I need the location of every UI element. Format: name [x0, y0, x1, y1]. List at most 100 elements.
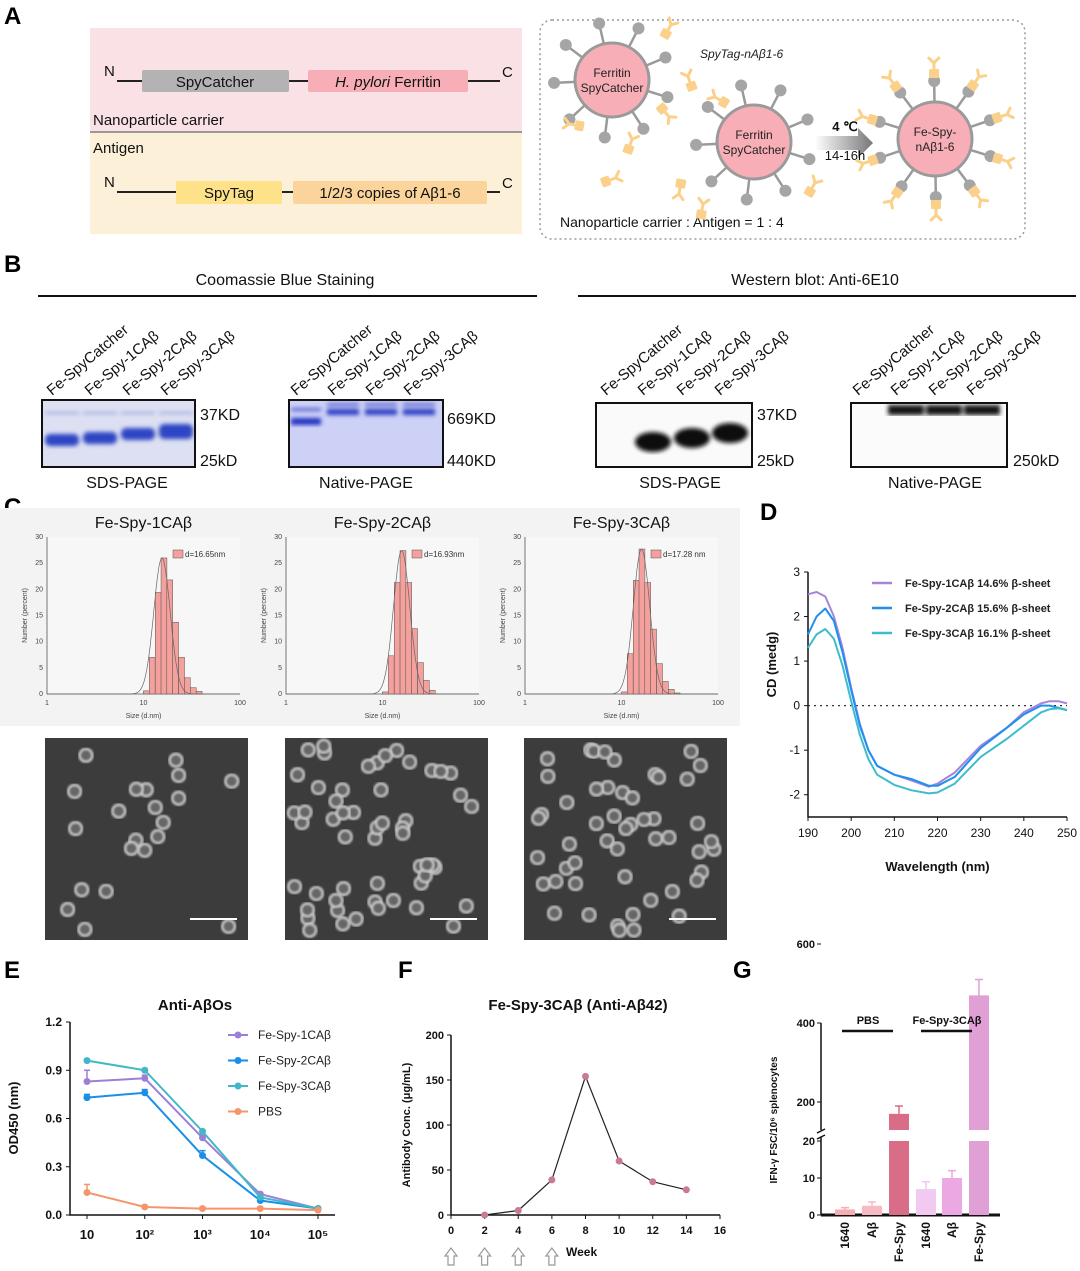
histogram-bar: [399, 550, 407, 695]
legend-marker: [234, 1082, 242, 1090]
antigen-molecule-icon: [855, 154, 879, 172]
antigen-molecule-icon: [695, 196, 711, 220]
nanoparticle-image: [618, 820, 634, 837]
data-point: [83, 1094, 91, 1102]
protein-band: [291, 418, 321, 425]
nanoparticle-image: [123, 840, 139, 856]
nanoparticle-image: [300, 742, 316, 758]
histogram-bar: [178, 657, 185, 695]
nanoparticle-image: [297, 804, 313, 820]
nanoparticle-image: [650, 769, 667, 785]
error-bar: [975, 978, 983, 996]
particle-label: Ferritin: [735, 128, 772, 142]
error-bar: [948, 1169, 956, 1178]
nanoparticle-image: [171, 767, 187, 783]
nanoparticle-image: [559, 794, 575, 811]
y-tick-label: 150: [426, 1075, 444, 1087]
nanoparticle-image: [606, 808, 622, 824]
abeta-label: 1/2/3 copies of Aβ1-6: [319, 185, 460, 202]
y-tick-label: 3: [793, 565, 800, 579]
nanoparticle-image: [67, 821, 84, 837]
nanoparticle-image: [360, 758, 377, 774]
spytag-box: [176, 181, 282, 204]
ferritin-core: [715, 103, 793, 181]
nanoparticle-image: [335, 880, 352, 897]
gel-frame: [41, 399, 196, 468]
antigen-molecule-icon: [803, 174, 824, 198]
immunization-arrow-icon: [511, 1247, 526, 1266]
x-tick-label: 10⁵: [308, 1227, 329, 1242]
particle-label: nAβ1-6: [916, 140, 955, 154]
x-tick-label: 1: [284, 700, 288, 707]
nanoparticle-image: [588, 815, 604, 832]
y-axis-label: Antibody Conc. (μg/mL): [401, 1062, 413, 1187]
cd-series-line: [807, 607, 1068, 787]
nanoparticle-image: [643, 892, 659, 908]
immunization-arrow-icon: [477, 1247, 492, 1266]
nanoparticle-image: [316, 738, 332, 754]
histogram-bar: [195, 691, 203, 695]
spycatcher-dot: [705, 175, 718, 188]
x-tick-label: 10: [613, 1225, 625, 1237]
y-tick-label: 30: [513, 534, 521, 541]
legend-marker: [234, 1108, 242, 1115]
nanoparticle-image: [334, 782, 350, 798]
nanoparticle-image: [348, 911, 364, 927]
histogram-bar: [160, 557, 168, 695]
bar: [916, 1189, 936, 1215]
nanoparticle-image: [539, 751, 556, 767]
data-point: [649, 1178, 657, 1186]
x-tick-label: 1: [523, 700, 527, 707]
protein-band: [45, 412, 79, 414]
x-axis-label: Size (d.nm): [126, 713, 162, 720]
antigen-molecule-icon: [622, 131, 640, 155]
data-point: [256, 1205, 264, 1213]
y-tick-label: 0: [793, 699, 800, 713]
nanoparticle-image: [168, 752, 184, 768]
data-point: [199, 1205, 206, 1213]
legend-label: Fe-Spy-1CAβ 14.6% β-sheet: [905, 578, 1051, 590]
x-tick-label: 1: [45, 700, 49, 707]
nanoparticle-image: [452, 787, 469, 803]
spycatcher-dot: [637, 122, 650, 135]
x-axis-label: Week: [566, 1245, 597, 1259]
series-line: [86, 1077, 319, 1210]
data-point: [548, 1176, 556, 1184]
protein-band: [403, 409, 435, 415]
legend-marker: [234, 1057, 242, 1064]
gel-2: Fe-SpyCatcherFe-Spy-1CAβFe-Spy-2CAβFe-Sp…: [288, 321, 496, 492]
nanoparticle-image: [369, 875, 386, 892]
chart-title: Fe-Spy-3CAβ (Anti-Aβ42): [488, 997, 667, 1014]
nanoparticle-image: [617, 869, 633, 885]
data-point: [83, 1188, 91, 1196]
nanoparticle-image: [561, 836, 578, 852]
nanoparticle-image: [77, 921, 93, 937]
histogram-bar: [417, 662, 424, 695]
protein-band: [403, 403, 435, 406]
x-tick-label: 10: [618, 700, 626, 707]
x-tick-label: 4: [515, 1225, 522, 1237]
spycatcher-dot: [661, 91, 674, 104]
protein-band: [291, 408, 321, 411]
antigen-molecule-icon: [680, 68, 698, 92]
protein-band: [327, 403, 359, 406]
data-point: [199, 1127, 206, 1135]
bar: [835, 1209, 855, 1215]
nanoparticle-image: [648, 831, 664, 847]
data-point: [141, 1089, 149, 1097]
scheme-border: [539, 19, 1026, 240]
western-band: [964, 405, 1000, 415]
data-point: [83, 1057, 91, 1065]
nanoparticle-image: [433, 763, 449, 780]
nanoparticle-image: [567, 876, 584, 892]
dls-histogram-3: Fe-Spy-3CAβ 1 10 100 0 5 10 15 20 25 30 Size (d.nm)…: [500, 515, 724, 720]
gel-caption: SDS-PAGE: [86, 475, 168, 492]
nanoparticle-image: [546, 905, 563, 921]
y-tick-label: 25: [274, 560, 282, 567]
chart-title: Anti-AβOs: [158, 997, 232, 1014]
nanoparticle-image: [328, 892, 344, 909]
error-bar: [868, 1201, 876, 1206]
